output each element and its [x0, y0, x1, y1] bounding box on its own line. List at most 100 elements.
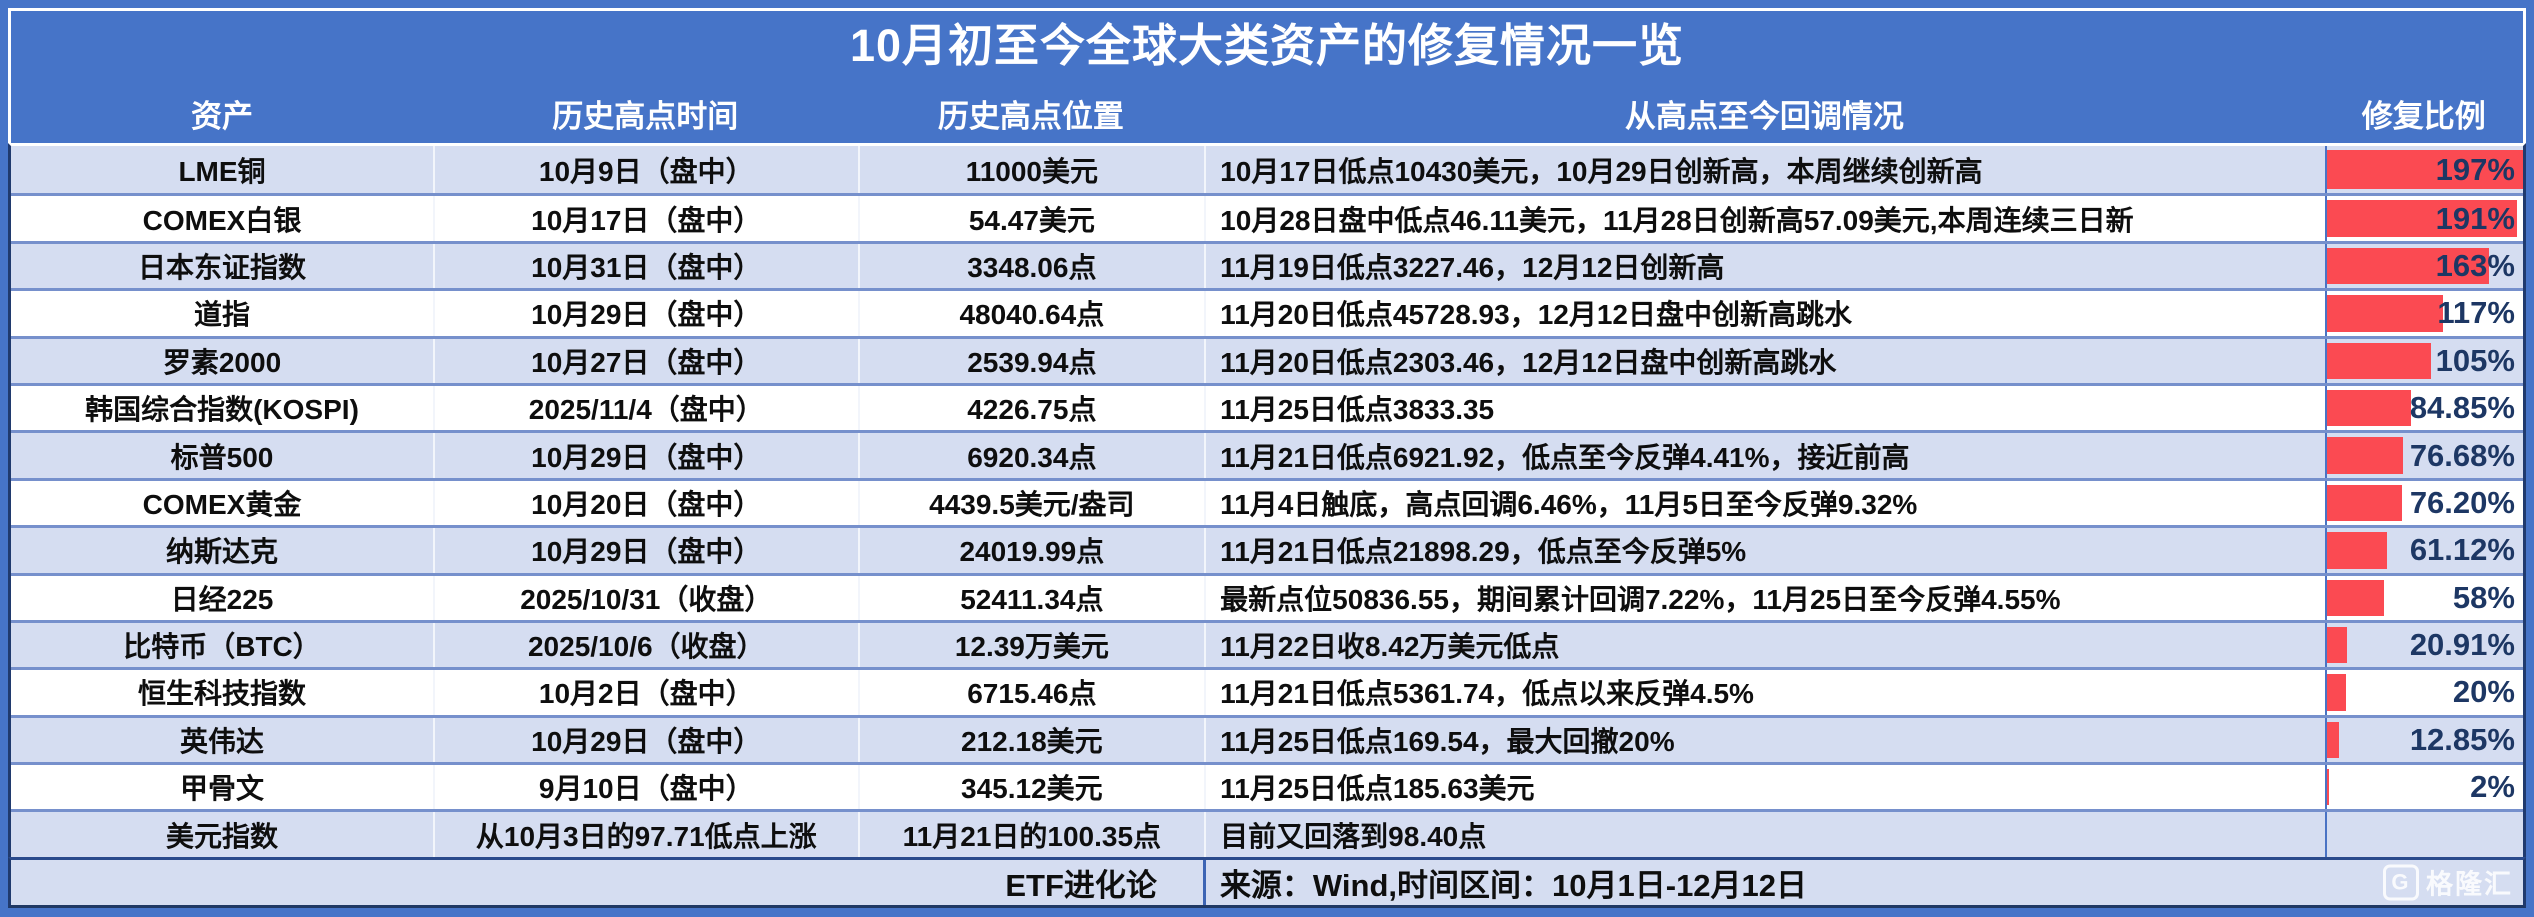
table-row: 日本东证指数 10月31日（盘中） 3348.06点 11月19日低点3227.46，…: [11, 240, 2523, 289]
high-time-cell: 10月29日（盘中）: [433, 433, 858, 478]
column-header-high-time: 历史高点时间: [552, 98, 739, 134]
pullback-cell: 最新点位50836.55，期间累计回调7.22%，11月25日至今反弹4.55%: [1204, 575, 2325, 620]
repair-ratio-bar: [2326, 532, 2388, 569]
repair-ratio-cell: 84.85%: [2324, 385, 2523, 431]
table-row: 标普500 10月29日（盘中） 6920.34点 11月21日低点6921.92，低…: [11, 430, 2523, 478]
high-value-cell: 212.18美元: [857, 717, 1205, 763]
table-row: LME铜 10月9日（盘中） 11000美元 10月17日低点10430美元，10月2…: [11, 146, 2523, 194]
pullback-cell: 11月21日低点5361.74，低点以来反弹4.5%: [1204, 670, 2325, 715]
high-time-cell: 2025/11/4（盘中）: [433, 385, 858, 431]
repair-ratio-value: 2%: [2470, 769, 2515, 805]
repair-ratio-value: 12.85%: [2409, 721, 2515, 757]
repair-ratio-value: 191%: [2435, 200, 2515, 236]
repair-ratio-value: 20.91%: [2409, 627, 2515, 663]
table-row: 纳斯达克 10月29日（盘中） 24019.99点 11月21日低点21898.29，…: [11, 525, 2523, 573]
repair-ratio-cell: 76.68%: [2324, 433, 2523, 478]
table-row: 美元指数 从10月3日的97.71低点上涨 11月21日的100.35点 目前又回落到…: [11, 809, 2523, 857]
asset-table: LME铜 10月9日（盘中） 11000美元 10月17日低点10430美元，10月2…: [8, 143, 2526, 857]
repair-ratio-cell: [2324, 812, 2523, 857]
column-header-pullback: 从高点至今回调情况: [1624, 98, 1904, 134]
column-header-repair-ratio: 修复比例: [2361, 98, 2486, 134]
high-time-cell: 10月20日（盘中）: [433, 480, 858, 526]
repair-ratio-bar: [2326, 626, 2348, 664]
high-value-cell: 11000美元: [857, 146, 1205, 194]
asset-name-cell: 日经225: [11, 575, 434, 620]
gelonghui-logo-text: 格隆汇: [2425, 869, 2513, 900]
pullback-cell: 11月20日低点2303.46，12月12日盘中创新高跳水: [1204, 338, 2325, 383]
high-value-cell: 48040.64点: [857, 291, 1205, 336]
column-header-high-value: 历史高点位置: [937, 98, 1124, 134]
table-row: 日经225 2025/10/31（收盘） 52411.34点 最新点位50836.55…: [11, 572, 2523, 620]
pullback-cell: 11月25日低点169.54，最大回撤20%: [1204, 717, 2325, 763]
repair-ratio-bar: [2326, 579, 2385, 616]
high-value-cell: 6715.46点: [857, 670, 1205, 715]
asset-name-cell: 比特币（BTC）: [11, 622, 434, 668]
table-row: 韩国综合指数(KOSPI) 2025/11/4（盘中） 4226.75点 11月25日…: [11, 382, 2523, 431]
repair-ratio-bar: [2326, 721, 2340, 759]
asset-name-cell: COMEX黄金: [11, 480, 434, 526]
repair-ratio-bar: [2326, 389, 2412, 427]
repair-ratio-cell: 61.12%: [2324, 528, 2523, 573]
high-value-cell: 2539.94点: [857, 338, 1205, 383]
pullback-cell: 11月4日触底，高点回调6.46%，11月5日至今反弹9.32%: [1204, 480, 2325, 526]
repair-ratio-cell: 20%: [2324, 670, 2523, 715]
pullback-cell: 11月21日低点21898.29，低点至今反弹5%: [1204, 528, 2325, 573]
footer-brand: ETF进化论: [1005, 867, 1157, 903]
repair-ratio-value: 20%: [2452, 674, 2515, 710]
pullback-cell: 11月25日低点3833.35: [1204, 385, 2325, 431]
asset-name-cell: 恒生科技指数: [11, 670, 434, 715]
asset-name-cell: 英伟达: [11, 717, 434, 763]
high-time-cell: 10月29日（盘中）: [433, 717, 858, 763]
table-footer: ETF进化论 来源：Wind,时间区间：10月1日-12月12日 G 格隆汇: [8, 856, 2526, 908]
repair-ratio-value: 105%: [2435, 342, 2515, 378]
repair-ratio-bar: [2326, 484, 2403, 522]
table-row: 道指 10月29日（盘中） 48040.64点 11月20日低点45728.93，12…: [11, 288, 2523, 336]
asset-name-cell: 罗素2000: [11, 338, 434, 383]
asset-name-cell: 日本东证指数: [11, 243, 434, 289]
table-row: 恒生科技指数 10月2日（盘中） 6715.46点 11月21日低点5361.74，低…: [11, 667, 2523, 715]
repair-ratio-cell: 76.20%: [2324, 480, 2523, 526]
repair-ratio-cell: 197%: [2324, 146, 2523, 194]
column-header-asset: 资产: [191, 98, 253, 134]
repair-ratio-value: 76.20%: [2409, 484, 2515, 520]
pullback-cell: 11月22日收8.42万美元低点: [1204, 622, 2325, 668]
high-value-cell: 3348.06点: [857, 243, 1205, 289]
high-time-cell: 9月10日（盘中）: [433, 765, 858, 810]
repair-ratio-cell: 20.91%: [2324, 622, 2523, 668]
repair-ratio-cell: 12.85%: [2324, 717, 2523, 763]
high-value-cell: 52411.34点: [857, 575, 1205, 620]
footer-source-cell: 来源：Wind,时间区间：10月1日-12月12日 G 格隆汇: [1202, 859, 2523, 905]
repair-ratio-bar: [2326, 769, 2329, 806]
header-block: 10月初至今全球大类资产的修复情况一览 资产 历史高点时间 历史高点位置 从高点…: [8, 8, 2526, 143]
high-time-cell: 10月2日（盘中）: [433, 670, 858, 715]
asset-name-cell: 美元指数: [11, 812, 434, 857]
pullback-cell: 11月21日低点6921.92，低点至今反弹4.41%，接近前高: [1204, 433, 2325, 478]
high-time-cell: 10月29日（盘中）: [433, 528, 858, 573]
repair-ratio-cell: 163%: [2324, 243, 2523, 289]
repair-ratio-bar: [2326, 200, 2517, 237]
repair-ratio-bar: [2326, 437, 2403, 474]
pullback-cell: 10月17日低点10430美元，10月29日创新高，本周继续创新高: [1204, 146, 2325, 194]
high-time-cell: 2025/10/6（收盘）: [433, 622, 858, 668]
repair-ratio-value: 163%: [2435, 247, 2515, 283]
pullback-cell: 目前又回落到98.40点: [1204, 812, 2325, 857]
repair-ratio-cell: 2%: [2324, 765, 2523, 810]
table-row: COMEX黄金 10月20日（盘中） 4439.5美元/盎司 11月4日触底，高点回调…: [11, 477, 2523, 526]
pullback-cell: 11月25日低点185.63美元: [1204, 765, 2325, 810]
high-time-cell: 10月27日（盘中）: [433, 338, 858, 383]
asset-name-cell: 韩国综合指数(KOSPI): [11, 385, 434, 431]
high-value-cell: 345.12美元: [857, 765, 1205, 810]
table-row: COMEX白银 10月17日（盘中） 54.47美元 10月28日盘中低点46.11美…: [11, 193, 2523, 241]
high-value-cell: 12.39万美元: [857, 622, 1205, 668]
high-value-cell: 4439.5美元/盎司: [857, 480, 1205, 526]
repair-ratio-cell: 58%: [2324, 575, 2523, 620]
high-time-cell: 10月9日（盘中）: [433, 146, 858, 194]
high-time-cell: 从10月3日的97.71低点上涨: [433, 812, 858, 857]
repair-ratio-value: 117%: [2437, 295, 2515, 331]
repair-ratio-value: 76.68%: [2409, 437, 2515, 473]
asset-name-cell: 道指: [11, 291, 434, 336]
repair-ratio-value: 58%: [2452, 579, 2515, 615]
repair-ratio-bar: [2326, 342, 2432, 379]
repair-ratio-value: 61.12%: [2409, 532, 2515, 568]
